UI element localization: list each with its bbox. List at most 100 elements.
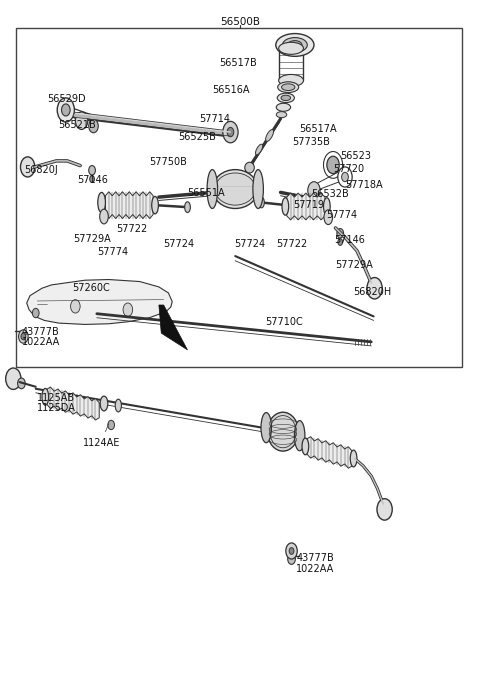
Text: 57720: 57720 [333,164,364,174]
Ellipse shape [294,421,305,451]
Circle shape [89,166,96,175]
Text: 56521B: 56521B [59,120,96,130]
Circle shape [61,104,70,116]
Text: 56820J: 56820J [24,166,58,175]
Ellipse shape [115,399,121,412]
Ellipse shape [259,197,264,208]
Ellipse shape [207,170,217,209]
Circle shape [342,172,348,182]
Circle shape [21,157,35,177]
Circle shape [21,333,26,340]
Text: 56529D: 56529D [47,94,85,104]
Text: 1124AE: 1124AE [83,438,120,448]
Ellipse shape [100,396,108,411]
Ellipse shape [278,82,299,93]
Circle shape [227,127,234,137]
Ellipse shape [245,162,254,173]
Text: 57146: 57146 [335,235,365,245]
Text: 57724: 57724 [234,239,265,249]
Text: 57774: 57774 [326,210,357,220]
Circle shape [308,182,320,199]
Text: 56525B: 56525B [178,132,216,142]
Circle shape [223,121,238,143]
Circle shape [90,176,95,182]
Text: 57729A: 57729A [73,234,111,244]
Ellipse shape [100,209,108,224]
Circle shape [286,543,297,559]
Circle shape [337,229,344,238]
Ellipse shape [281,95,290,100]
Text: 57750B: 57750B [150,157,188,168]
Ellipse shape [279,42,303,55]
Ellipse shape [215,173,255,205]
Circle shape [295,196,304,209]
Text: 43777B: 43777B [296,553,334,563]
Circle shape [6,368,21,390]
Circle shape [377,499,392,520]
Text: 57722: 57722 [276,239,307,249]
Ellipse shape [255,144,263,155]
Ellipse shape [302,438,309,455]
Ellipse shape [42,388,48,405]
Ellipse shape [98,192,106,213]
Circle shape [338,239,343,246]
Text: 56500B: 56500B [220,17,260,27]
Polygon shape [307,437,352,468]
Ellipse shape [350,450,357,467]
Ellipse shape [213,170,258,209]
Ellipse shape [261,413,272,443]
Ellipse shape [324,210,333,225]
Text: 56517A: 56517A [300,124,337,134]
Circle shape [327,156,339,174]
Circle shape [89,119,98,133]
Text: 57146: 57146 [77,176,108,185]
Ellipse shape [265,129,274,141]
Circle shape [19,330,28,343]
Ellipse shape [276,112,287,118]
Text: 56523: 56523 [340,151,371,161]
Polygon shape [287,193,325,220]
Text: 56516A: 56516A [212,85,250,95]
Circle shape [288,554,295,565]
Text: 56517B: 56517B [219,58,257,68]
Polygon shape [47,387,99,420]
Circle shape [71,299,80,313]
Ellipse shape [276,34,314,57]
Text: 56532B: 56532B [312,189,349,199]
Circle shape [33,308,39,318]
Text: 57260C: 57260C [72,283,110,293]
Ellipse shape [152,197,158,214]
Ellipse shape [185,202,191,213]
Polygon shape [106,192,153,219]
Text: 43777B: 43777B [22,327,60,336]
Ellipse shape [276,103,290,111]
Ellipse shape [253,170,264,209]
Text: 1125AB: 1125AB [37,393,75,403]
Text: 56820H: 56820H [354,287,392,297]
Ellipse shape [324,198,330,215]
Text: 57722: 57722 [116,223,147,234]
Text: 57724: 57724 [164,239,195,249]
Ellipse shape [282,198,288,215]
Bar [16,28,462,367]
Circle shape [75,112,88,129]
Text: 57718A: 57718A [345,180,383,190]
Text: 1022AA: 1022AA [22,337,60,347]
Ellipse shape [281,84,295,91]
Circle shape [123,303,132,316]
Polygon shape [27,279,172,324]
Polygon shape [159,305,188,350]
Ellipse shape [282,38,307,52]
Circle shape [229,182,241,199]
Circle shape [367,277,382,299]
Text: 57714: 57714 [200,114,230,124]
Text: 57774: 57774 [97,247,128,257]
Text: 57710C: 57710C [265,318,303,328]
Ellipse shape [267,413,299,451]
Text: 57729A: 57729A [336,260,373,271]
Ellipse shape [288,40,302,49]
Circle shape [232,186,238,194]
Ellipse shape [279,75,303,87]
Ellipse shape [277,93,294,102]
Circle shape [289,548,294,555]
